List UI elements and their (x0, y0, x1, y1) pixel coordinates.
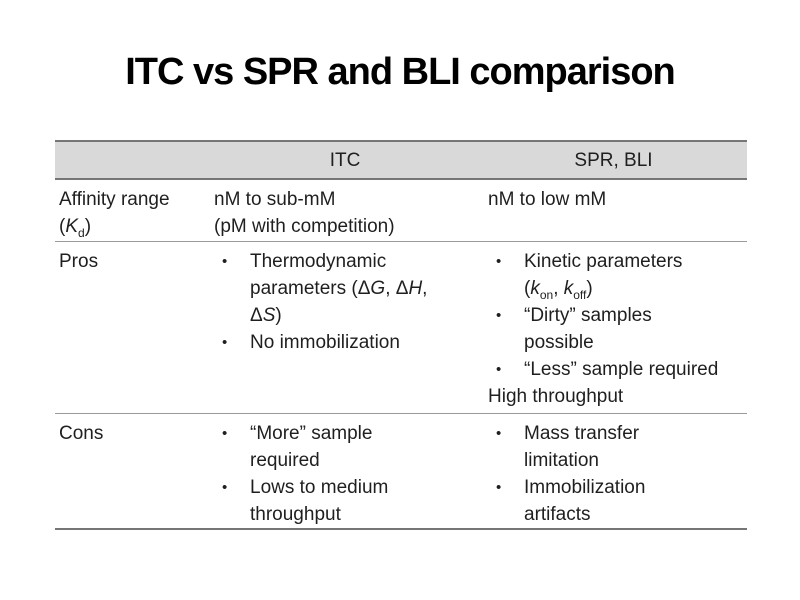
item-text: “Less” sample required (524, 358, 719, 380)
comparison-table: ITC SPR, BLI Affinity range (Kd) nM to su… (55, 140, 747, 530)
table-row-cons: Cons • “More” sample required • Lows to medi… (55, 413, 747, 530)
header-cell-spr-bli: SPR, BLI (480, 140, 747, 180)
bullet-item: • No immobilization (214, 329, 478, 356)
bullet-marker-icon: • (222, 333, 228, 351)
table-row-pros: Pros • Thermodynamic parameters (ΔG, ΔH, ΔS… (55, 241, 747, 414)
header-cell-itc: ITC (210, 140, 480, 180)
bullet-item: • “Less” sample required (488, 356, 745, 383)
item-text: High throughput (488, 385, 624, 407)
bullet-item: • Immobilization artifacts (488, 474, 745, 528)
item-text: Lows to medium throughput (250, 476, 389, 525)
item-text: “Dirty” samples possible (524, 304, 652, 353)
cell-affinity-itc: nM to sub-mM (pM with competition) (210, 179, 480, 242)
item-text: Immobilization artifacts (524, 476, 646, 525)
item-text: Kinetic parameters (kon, koff) (524, 250, 683, 302)
row-label-affinity-range: Affinity range (Kd) (55, 179, 210, 242)
row-label-pros: Pros (55, 241, 210, 414)
cell-cons-spr-bli: • Mass transfer limitation • Immobilization a… (480, 413, 747, 530)
item-text: nM to sub-mM (pM with competition) (214, 189, 395, 237)
item-text: No immobilization (250, 331, 400, 353)
bullet-item: • “More” sample required (214, 420, 478, 474)
bullet-marker-icon: • (222, 252, 228, 270)
row-label-cons: Cons (55, 413, 210, 530)
text-line: nM to sub-mM (pM with competition) (214, 186, 478, 240)
bullet-marker-icon: • (496, 252, 502, 270)
bullet-item: • Kinetic parameters (kon, koff) (488, 248, 745, 302)
bullet-marker-icon: • (496, 478, 502, 496)
cell-pros-spr-bli: • Kinetic parameters (kon, koff) • “Dirty” s… (480, 241, 747, 414)
item-text: “More” sample required (250, 422, 373, 471)
text-line: High throughput (488, 383, 745, 410)
table-header-row: ITC SPR, BLI (55, 140, 747, 180)
cell-pros-itc: • Thermodynamic parameters (ΔG, ΔH, ΔS) • No … (210, 241, 480, 414)
bullet-item: • “Dirty” samples possible (488, 302, 745, 356)
bullet-item: • Thermodynamic parameters (ΔG, ΔH, ΔS) (214, 248, 478, 329)
item-text: Thermodynamic parameters (ΔG, ΔH, ΔS) (250, 250, 428, 326)
table-row-affinity-range: Affinity range (Kd) nM to sub-mM (pM with … (55, 179, 747, 242)
bullet-marker-icon: • (496, 424, 502, 442)
bullet-item: • Lows to medium throughput (214, 474, 478, 528)
bullet-marker-icon: • (496, 360, 502, 378)
bullet-marker-icon: • (222, 478, 228, 496)
cell-cons-itc: • “More” sample required • Lows to medium thr… (210, 413, 480, 530)
item-text: nM to low mM (488, 189, 607, 210)
header-cell-empty (55, 140, 210, 180)
text-line: nM to low mM (488, 186, 745, 213)
bullet-item: • Mass transfer limitation (488, 420, 745, 474)
cell-affinity-spr-bli: nM to low mM (480, 179, 747, 242)
page-title: ITC vs SPR and BLI comparison (125, 51, 676, 93)
item-text: Mass transfer limitation (524, 422, 640, 471)
bullet-marker-icon: • (496, 306, 502, 324)
bullet-marker-icon: • (222, 424, 228, 442)
